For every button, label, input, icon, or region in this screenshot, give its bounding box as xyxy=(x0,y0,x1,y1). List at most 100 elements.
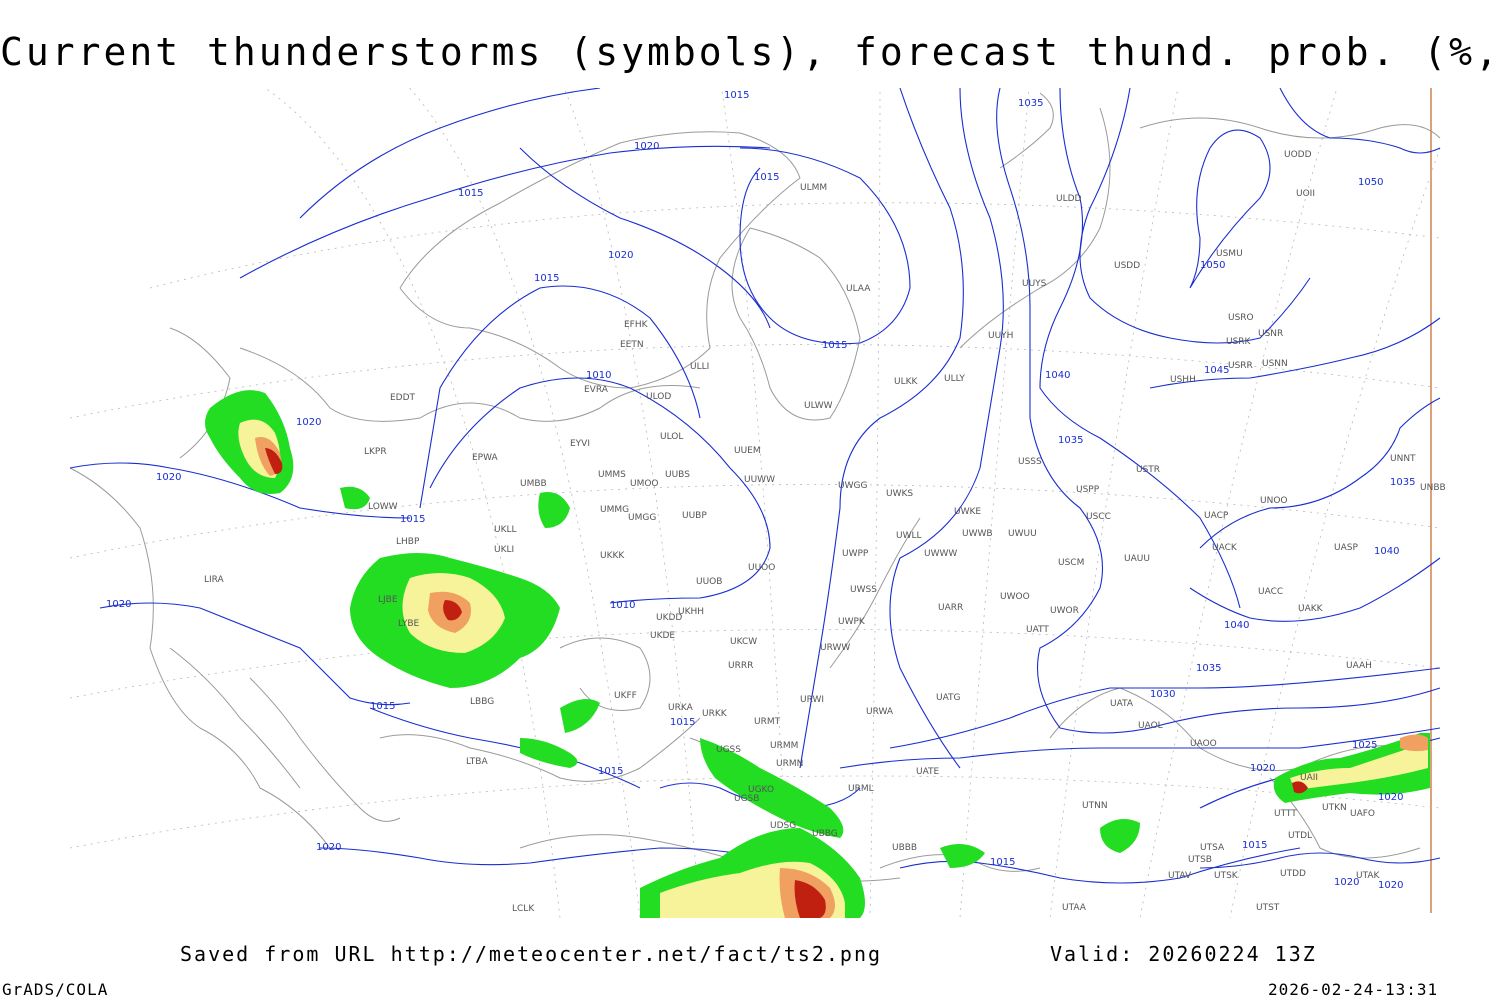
station-label: URWI xyxy=(800,695,824,705)
station-label: UUEM xyxy=(734,446,761,456)
station-label: LIRA xyxy=(204,575,225,585)
station-label: ULAA xyxy=(846,284,871,294)
station-label: UWKE xyxy=(954,507,981,517)
isobar-label: 1020 xyxy=(1334,877,1359,888)
station-label: UACK xyxy=(1212,543,1238,553)
station-label: URRR xyxy=(728,661,753,671)
station-label: UUOO xyxy=(748,563,775,573)
thunderstorm-probability-shading xyxy=(205,390,1430,918)
station-label: UWOR xyxy=(1050,606,1079,616)
isobar-label: 1015 xyxy=(670,717,695,728)
isobar-label: 1015 xyxy=(598,766,623,777)
station-label: UUBS xyxy=(665,470,690,480)
chart-title: Current thunderstorms (symbols), forecas… xyxy=(0,30,1500,74)
station-label: USRO xyxy=(1228,313,1254,323)
isobar-label: 1025 xyxy=(1352,740,1377,751)
station-label: UMMS xyxy=(598,470,626,480)
station-label: UWPK xyxy=(838,617,866,627)
station-label: UKLI xyxy=(494,545,514,555)
station-label: UACC xyxy=(1258,587,1283,597)
station-label: UAAH xyxy=(1346,661,1372,671)
isobar-label: 1040 xyxy=(1374,546,1399,557)
station-label: UKDE xyxy=(650,631,675,641)
station-label: LKPR xyxy=(364,447,387,457)
isobar-label: 1020 xyxy=(1378,880,1403,891)
weather-map: 1015 1020 1015 1020 1015 1010 1015 1020 … xyxy=(69,88,1446,918)
station-label: UKCW xyxy=(730,637,757,647)
station-label: UWPP xyxy=(842,549,869,559)
station-label: UWGG xyxy=(838,481,867,491)
station-label: UGSS xyxy=(716,745,741,755)
station-label: ULDD xyxy=(1056,194,1082,204)
station-label: URWA xyxy=(866,707,894,717)
station-label: UAFO xyxy=(1350,809,1375,819)
station-label: UATA xyxy=(1110,699,1134,709)
station-label: EETN xyxy=(620,340,644,350)
station-label: USPP xyxy=(1076,485,1100,495)
station-label: UDSG xyxy=(770,821,796,831)
station-label: UWWW xyxy=(924,549,957,559)
station-label: URML xyxy=(848,784,874,794)
station-label: URKK xyxy=(702,709,728,719)
isobar-label: 1020 xyxy=(316,842,341,853)
station-label: EFHK xyxy=(624,320,649,330)
station-label: UNOO xyxy=(1260,496,1288,506)
station-label: UATE xyxy=(916,767,940,777)
isobar-label: 1010 xyxy=(586,370,611,381)
isobar-label: 1015 xyxy=(458,188,483,199)
station-label: URMN xyxy=(776,759,803,769)
station-label: EVRA xyxy=(584,385,609,395)
station-label: UODD xyxy=(1284,150,1312,160)
station-label: URMT xyxy=(754,717,781,727)
station-label: UTKN xyxy=(1322,803,1347,813)
station-label: ULLY xyxy=(944,374,965,384)
station-label: UAOO xyxy=(1190,739,1217,749)
station-label: UBBG xyxy=(812,829,838,839)
station-label: UTAA xyxy=(1062,903,1087,913)
station-label: UWUU xyxy=(1008,529,1037,539)
station-label: UBBB xyxy=(892,843,917,853)
station-label: UACP xyxy=(1204,511,1229,521)
station-label: UAOL xyxy=(1138,721,1163,731)
station-label: LTBA xyxy=(466,757,488,767)
station-label: UKFF xyxy=(614,691,637,701)
source-url: Saved from URL http://meteocenter.net/fa… xyxy=(180,942,883,966)
station-label: URKA xyxy=(668,703,694,713)
station-label: UOII xyxy=(1296,189,1315,199)
station-label: EYVI xyxy=(570,439,590,449)
isobar-label: 1020 xyxy=(634,141,659,152)
station-label: UTSA xyxy=(1200,843,1225,853)
station-label: LOWW xyxy=(368,502,398,512)
isobar-label: 1035 xyxy=(1058,435,1083,446)
station-label: USCC xyxy=(1086,512,1111,522)
station-label: USTR xyxy=(1136,465,1160,475)
station-label: USRR xyxy=(1228,361,1253,371)
isobar-label: 1030 xyxy=(1150,689,1175,700)
station-label: UTSK xyxy=(1214,871,1239,881)
isobar-label: 1045 xyxy=(1204,365,1229,376)
station-label: UWKS xyxy=(886,489,913,499)
isobar-labels: 1015 1020 1015 1020 1015 1010 1015 1020 … xyxy=(106,90,1415,891)
station-label: UWSS xyxy=(850,585,877,595)
station-label: UMBB xyxy=(520,479,547,489)
station-label: UAUU xyxy=(1124,554,1150,564)
isobar-label: 1050 xyxy=(1358,177,1383,188)
isobar-label: 1020 xyxy=(1250,763,1275,774)
station-label: USNN xyxy=(1262,359,1288,369)
station-label: USMU xyxy=(1216,249,1243,259)
station-label: UTDD xyxy=(1280,869,1306,879)
isobar-label: 1020 xyxy=(608,250,633,261)
isobar-label: 1020 xyxy=(156,472,181,483)
station-label: UNNT xyxy=(1390,454,1416,464)
station-label: UUYH xyxy=(988,331,1013,341)
station-label: UATT xyxy=(1026,625,1049,635)
station-label: USDD xyxy=(1114,261,1140,271)
station-label: UKKK xyxy=(600,551,625,561)
station-label: UAKK xyxy=(1298,604,1324,614)
station-label: UUWW xyxy=(744,475,775,485)
isobar-label: 1035 xyxy=(1196,663,1221,674)
isobar-label: 1015 xyxy=(370,701,395,712)
station-label: UTST xyxy=(1256,903,1280,913)
station-label: UNBB xyxy=(1420,483,1446,493)
station-label: UWOO xyxy=(1000,592,1030,602)
